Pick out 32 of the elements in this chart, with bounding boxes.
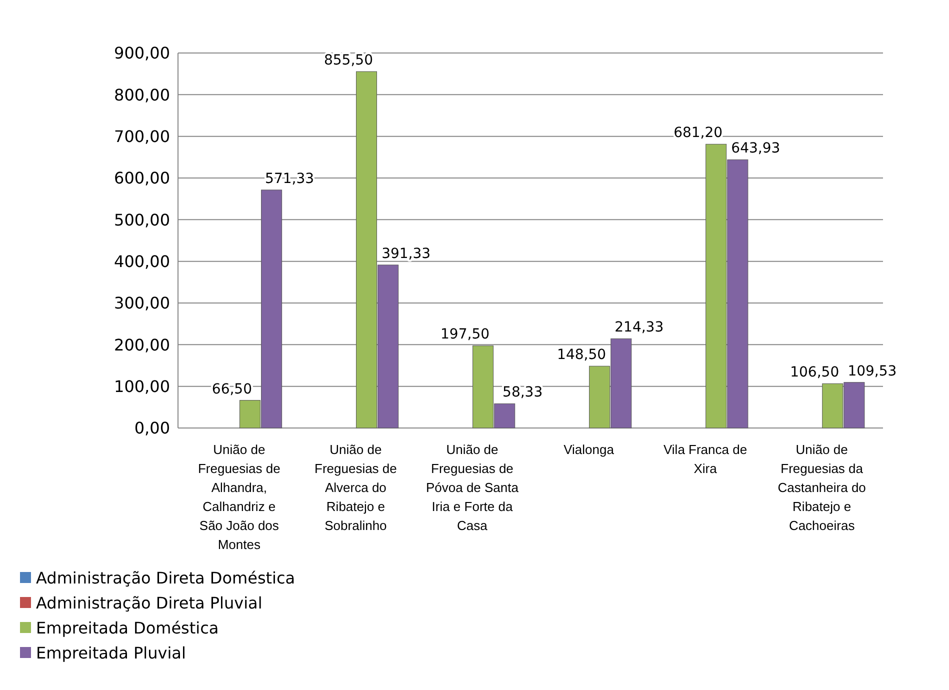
y-tick-label: 600,00: [114, 168, 170, 188]
data-label: 197,50: [440, 326, 490, 343]
data-label: 681,20: [674, 125, 723, 142]
x-tick-label: União de Freguesias de Alverca do Ribatejo e Sobralinho: [314, 442, 397, 533]
legend-label: Administração Direta Pluvial: [36, 594, 262, 613]
y-tick-label: 200,00: [114, 335, 170, 354]
data-label: 106,50: [790, 364, 840, 381]
x-tick-label: União de Freguesias de Alhandra, Calhandriz e São João dos Montes: [198, 442, 280, 552]
x-tick-label: Vialonga: [564, 442, 615, 457]
y-tick-label: 0,00: [134, 418, 170, 438]
y-tick-label: 700,00: [114, 126, 170, 146]
data-label: 391,33: [382, 246, 431, 262]
data-label: 109,53: [848, 363, 897, 380]
data-label: 58,33: [502, 384, 543, 401]
x-tick-label: União de Freguesias de Póvoa de Santa Iria e Forte da Casa: [426, 442, 520, 533]
data-label: 571,33: [265, 170, 314, 187]
legend-label: Empreitada Pluvial: [36, 644, 186, 663]
data-label: 66,50: [212, 381, 252, 398]
y-tick-label: 500,00: [114, 210, 170, 230]
data-label: 643,93: [731, 140, 780, 157]
x-tick-label: União de Freguesias da Castanheira do Ribatejo e Cachoeiras: [778, 442, 866, 533]
y-tick-label: 300,00: [114, 294, 170, 313]
y-tick-label: 900,00: [114, 44, 170, 63]
y-tick-label: 400,00: [114, 252, 170, 271]
y-tick-label: 100,00: [114, 376, 170, 396]
legend-label: Administração Direta Doméstica: [36, 568, 296, 588]
data-label: 855,50: [324, 52, 373, 69]
y-tick-label: 800,00: [114, 85, 170, 104]
data-label: 148,50: [557, 347, 606, 364]
x-tick-label: Vila Franca de Xira: [663, 442, 748, 476]
data-label: 214,33: [614, 320, 664, 336]
legend-label: Empreitada Doméstica: [36, 618, 219, 638]
